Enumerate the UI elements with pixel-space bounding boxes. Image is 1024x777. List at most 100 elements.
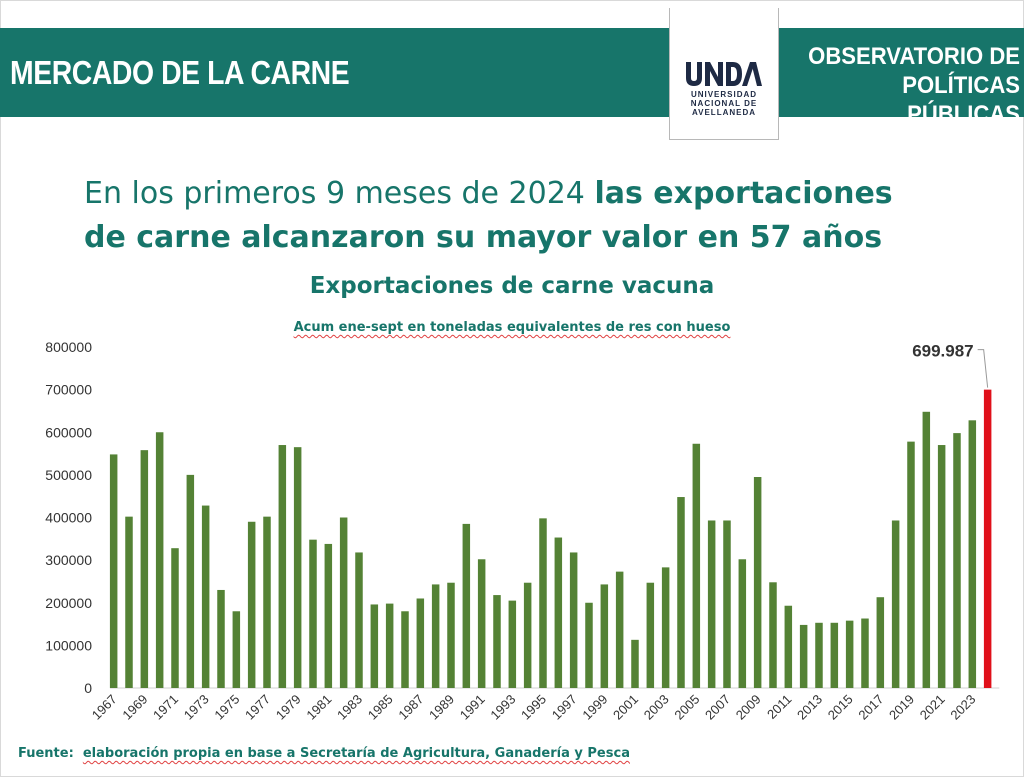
bar [738, 559, 747, 688]
bar [539, 518, 547, 688]
x-tick-label: 1991 [457, 692, 488, 723]
bar [416, 598, 425, 688]
undav-logo: UNIVERSIDAD NACIONAL DE AVELLANEDA [669, 8, 779, 140]
bar [815, 622, 823, 688]
y-tick-label: 100000 [45, 637, 92, 653]
bar [861, 618, 869, 688]
bar [753, 477, 762, 688]
x-tick-label: 1981 [303, 692, 334, 723]
bar [937, 445, 946, 688]
x-tick-label: 1987 [395, 692, 426, 723]
bar-highlight-2024 [983, 389, 992, 688]
bar [554, 537, 563, 688]
bar [845, 620, 854, 688]
bar [447, 582, 455, 688]
bar [431, 584, 440, 688]
bar-chart: 0 100000 200000 300000 400000 500000 600000 700… [45, 339, 1000, 723]
bar [508, 600, 517, 688]
logo-line-1: UNIVERSIDAD [690, 90, 758, 99]
x-tick-label: 2019 [886, 692, 917, 723]
bar [385, 603, 394, 688]
x-tick-label: 1995 [518, 692, 549, 723]
bar [631, 639, 639, 688]
bar [891, 520, 900, 688]
y-tick-label: 500000 [45, 467, 92, 483]
annotation-leader-line [977, 349, 989, 388]
x-tick-label: 1977 [242, 692, 273, 723]
bar [922, 411, 931, 688]
headline-line-1: En los primeros 9 meses de 2024 las expo… [84, 172, 964, 216]
bar [569, 552, 578, 688]
bar [523, 582, 532, 688]
undav-logo-mark [686, 62, 762, 86]
bar [907, 441, 915, 688]
bar [799, 624, 808, 688]
bar [477, 559, 486, 688]
x-tick-label: 1971 [150, 692, 181, 723]
x-tick-label: 2011 [764, 692, 794, 722]
x-tick-label: 2001 [610, 692, 641, 723]
bar [109, 454, 118, 688]
x-tick-label: 2009 [733, 692, 764, 723]
bar [293, 447, 302, 688]
headline-bold-2: de carne alcanzaron su mayor valor en 57… [84, 220, 883, 255]
y-tick-label: 0 [84, 680, 92, 696]
logo-line-2: NACIONAL DE [690, 99, 758, 108]
bar [707, 520, 716, 688]
header-title: MERCADO DE LA CARNE [10, 54, 350, 91]
x-tick-label: 1999 [579, 692, 610, 723]
observatorio-line-1: OBSERVATORIO DE [808, 43, 1020, 70]
x-tick-label: 1985 [365, 692, 396, 723]
x-tick-label: 2013 [794, 692, 825, 723]
x-tick-label: 1969 [119, 692, 150, 723]
bar [339, 517, 348, 688]
bar [723, 520, 731, 688]
bar [692, 443, 701, 688]
x-tick-label: 2007 [702, 692, 733, 723]
headline: En los primeros 9 meses de 2024 las expo… [84, 172, 964, 260]
bar [201, 505, 210, 688]
bar [661, 567, 670, 688]
chart-subtitle: Acum ene-sept en toneladas equivalentes … [0, 320, 1024, 335]
x-tick-label: 2021 [917, 692, 948, 723]
bar [370, 604, 379, 688]
header-band [0, 28, 1024, 117]
x-tick-label: 1997 [549, 692, 580, 723]
y-tick-label: 400000 [45, 510, 92, 526]
bar [324, 543, 333, 688]
bar [232, 611, 241, 688]
y-tick-label: 200000 [45, 595, 92, 611]
annotation-value-label: 699.987 [912, 342, 973, 361]
x-tick-label: 1967 [89, 692, 120, 723]
bar [600, 584, 609, 688]
bar [646, 582, 655, 688]
x-tick-label: 2003 [641, 692, 672, 723]
x-tick-label: 2015 [825, 692, 856, 723]
bar [217, 589, 225, 688]
y-tick-label: 700000 [45, 382, 92, 398]
bar [784, 605, 793, 688]
bar [309, 539, 317, 688]
observatorio-line-2: POLÍTICAS PÚBLICAS [902, 72, 1020, 128]
bar [247, 521, 256, 688]
bar [140, 450, 149, 688]
undav-logo-text: UNIVERSIDAD NACIONAL DE AVELLANEDA [670, 90, 778, 117]
bar [953, 433, 961, 688]
bar [769, 582, 777, 688]
y-tick-label: 800000 [45, 339, 92, 355]
bar [615, 571, 624, 688]
bar [677, 497, 685, 688]
chart-title: Exportaciones de carne vacuna [309, 273, 715, 299]
bar [493, 595, 501, 688]
bar [186, 474, 195, 688]
source-label: Fuente: [18, 746, 74, 761]
x-tick-label: 1989 [426, 692, 457, 723]
bar [401, 611, 409, 688]
y-tick-label: 600000 [45, 424, 92, 440]
y-tick-label: 300000 [45, 552, 92, 568]
bar [462, 523, 471, 688]
x-tick-label: 1973 [181, 692, 212, 723]
bar [171, 548, 179, 688]
bar [263, 516, 271, 688]
x-tick-label: 2017 [855, 692, 886, 723]
